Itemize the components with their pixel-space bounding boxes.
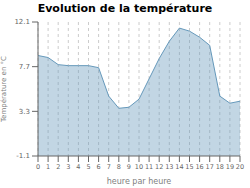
svg-text:3.3: 3.3 [19, 108, 30, 116]
svg-text:12: 12 [155, 163, 163, 171]
svg-text:Température en °C: Température en °C [8, 56, 9, 123]
svg-text:2: 2 [56, 163, 60, 171]
svg-text:9: 9 [127, 163, 131, 171]
svg-text:4: 4 [76, 163, 80, 171]
svg-text:14: 14 [175, 163, 183, 171]
svg-text:8: 8 [117, 163, 121, 171]
svg-text:10: 10 [135, 163, 143, 171]
svg-text:-1.1: -1.1 [16, 152, 30, 160]
svg-text:6: 6 [97, 163, 101, 171]
svg-text:11: 11 [145, 163, 153, 171]
svg-text:13: 13 [165, 163, 173, 171]
svg-text:7.7: 7.7 [19, 63, 30, 71]
svg-text:20: 20 [236, 163, 242, 171]
svg-text:19: 19 [226, 163, 234, 171]
svg-text:18: 18 [216, 163, 224, 171]
svg-text:17: 17 [206, 163, 214, 171]
html-text:Evolution de la température: Evolution de la température [37, 2, 213, 15]
svg-text:5: 5 [86, 163, 90, 171]
svg-text:0: 0 [36, 163, 40, 171]
svg-text:7: 7 [107, 163, 111, 171]
svg-text:16: 16 [195, 163, 203, 171]
svg-text:15: 15 [185, 163, 193, 171]
svg-text:1: 1 [46, 163, 50, 171]
svg-text:12.1: 12.1 [14, 18, 30, 26]
svg-text:3: 3 [66, 163, 70, 171]
svg-text:heure par heure: heure par heure [107, 177, 172, 186]
